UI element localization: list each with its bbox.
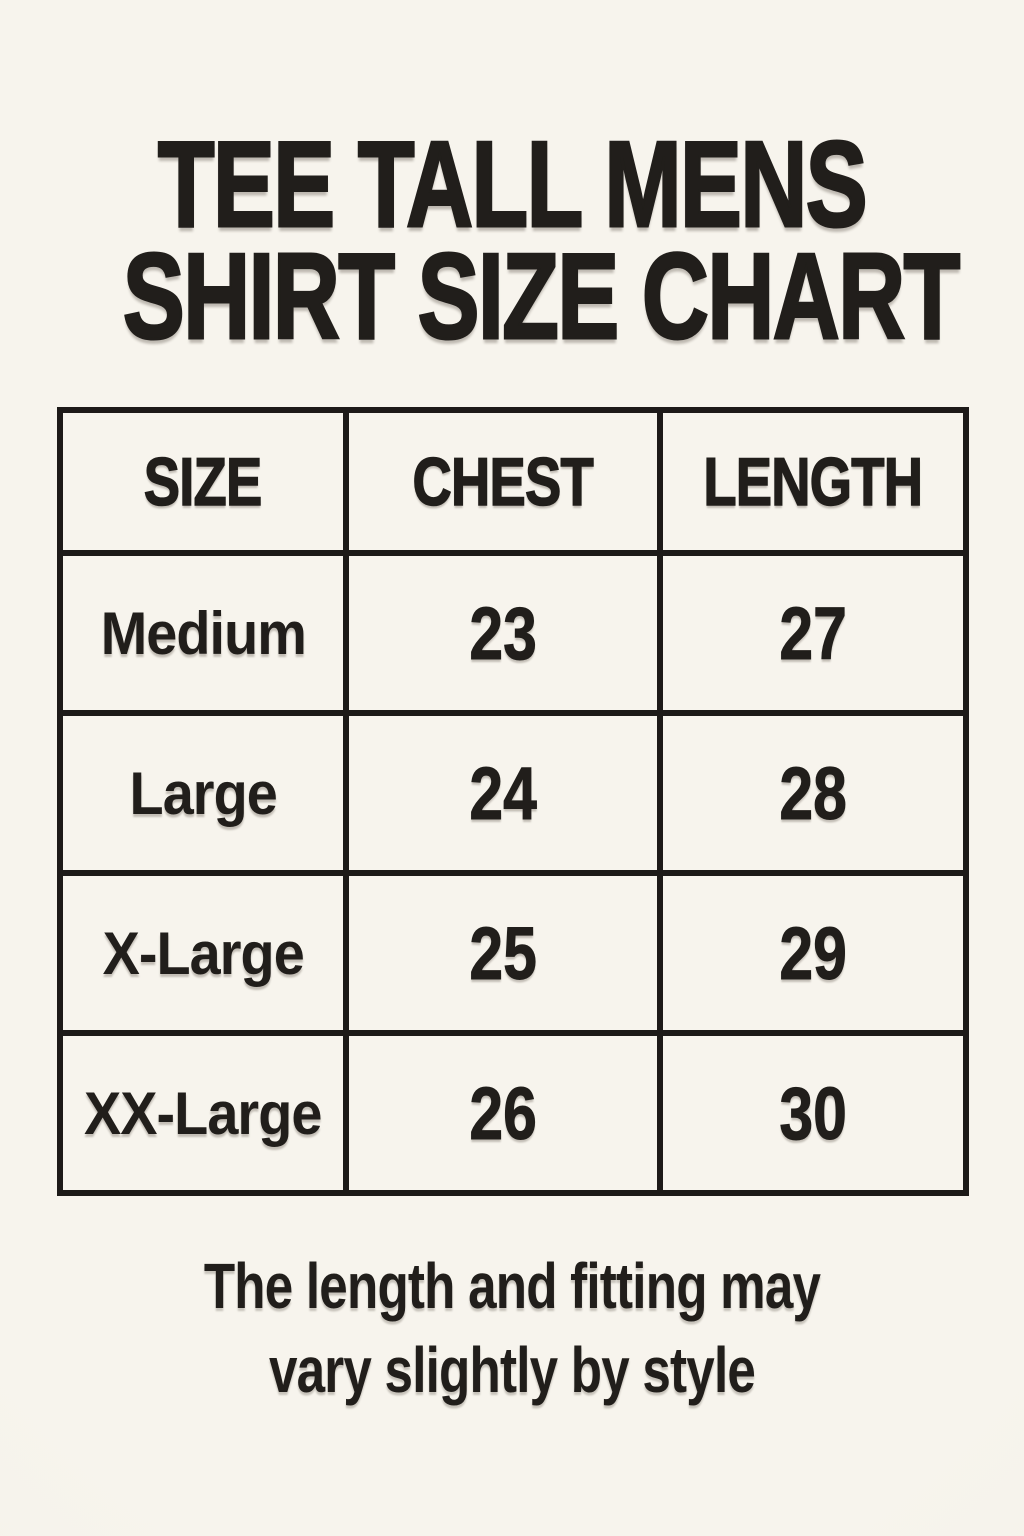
chest-value: 23 (469, 591, 537, 675)
size-value: Large (129, 759, 277, 827)
page-title-line2: SHIRT SIZE CHART (122, 228, 962, 364)
size-value: Medium (100, 599, 306, 667)
page-title-line1: TEE TALL MENS (157, 116, 869, 252)
cell-length: 29 (657, 870, 969, 1036)
length-value: 29 (779, 911, 847, 995)
size-value: X-Large (102, 919, 304, 987)
chest-value: 24 (469, 751, 537, 835)
cell-size: Large (57, 710, 349, 876)
column-header-length: LENGTH (657, 407, 969, 556)
column-header-size-label: SIZE (144, 443, 264, 521)
table-row: XX-Large 26 30 (57, 1030, 969, 1196)
table-row: Large 24 28 (57, 710, 969, 876)
footnote-line1: The length and fitting may (203, 1250, 821, 1322)
chest-value: 26 (469, 1071, 537, 1155)
size-value: XX-Large (84, 1079, 322, 1147)
cell-chest: 23 (343, 550, 663, 716)
footnote: The length and fitting may vary slightly… (102, 1244, 921, 1412)
footnote-line2: vary slightly by style (268, 1334, 756, 1406)
page-title: TEE TALL MENS SHIRT SIZE CHART (122, 116, 962, 364)
length-value: 30 (779, 1071, 847, 1155)
table-row: Medium 23 27 (57, 550, 969, 716)
chest-value: 25 (469, 911, 537, 995)
length-value: 27 (779, 591, 847, 675)
cell-chest: 25 (343, 870, 663, 1036)
table-row: X-Large 25 29 (57, 870, 969, 1036)
cell-chest: 26 (343, 1030, 663, 1196)
cell-chest: 24 (343, 710, 663, 876)
column-header-size: SIZE (57, 407, 349, 556)
column-header-chest-label: CHEST (412, 443, 594, 521)
column-header-chest: CHEST (343, 407, 663, 556)
column-header-length-label: LENGTH (703, 443, 924, 521)
length-value: 28 (779, 751, 847, 835)
cell-length: 30 (657, 1030, 969, 1196)
size-chart-table: SIZE CHEST LENGTH Medium 23 27 Large (57, 407, 969, 1196)
cell-size: Medium (57, 550, 349, 716)
cell-length: 27 (657, 550, 969, 716)
cell-size: XX-Large (57, 1030, 349, 1196)
table-header-row: SIZE CHEST LENGTH (57, 407, 969, 556)
cell-size: X-Large (57, 870, 349, 1036)
cell-length: 28 (657, 710, 969, 876)
